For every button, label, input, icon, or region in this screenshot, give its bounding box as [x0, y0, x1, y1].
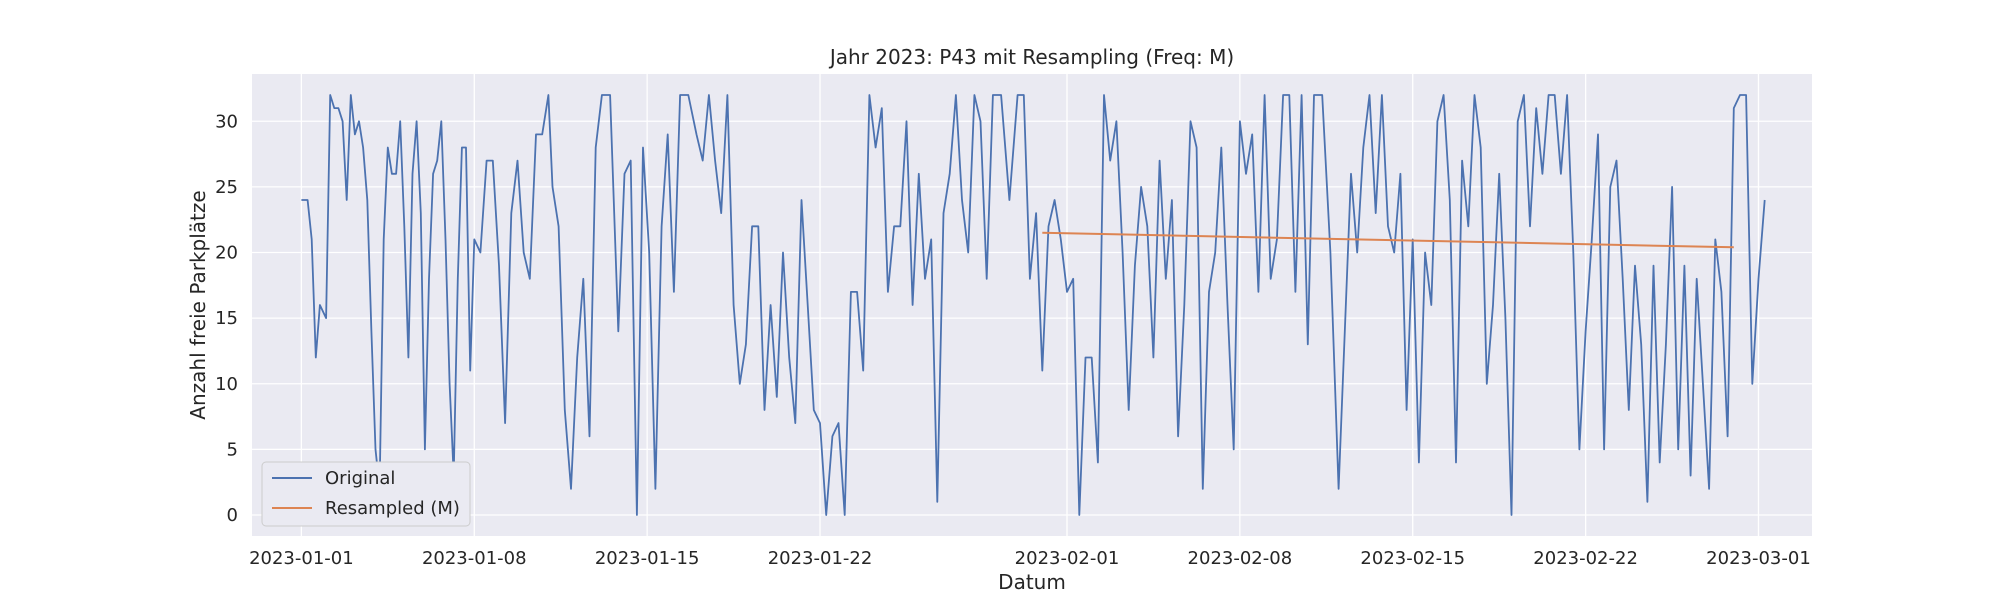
- y-tick-label: 5: [227, 439, 238, 460]
- legend-box: [261, 461, 471, 527]
- x-tick-label: 2023-01-22: [768, 548, 873, 569]
- x-tick-label: 2023-01-01: [249, 548, 354, 569]
- x-tick-label: 2023-01-15: [595, 548, 700, 569]
- series-layer: [301, 94, 1766, 516]
- x-tick-label: 2023-03-01: [1706, 548, 1811, 569]
- y-tick-label: 25: [215, 177, 238, 198]
- x-axis-ticks: 2023-01-01 2023-01-08 2023-01-15 2023-01-22…: [249, 548, 1811, 569]
- series-line-resampled: [1042, 231, 1734, 249]
- legend-label-resampled: Resampled (M): [325, 498, 460, 519]
- x-tick-label: 2023-02-01: [1015, 548, 1120, 569]
- y-tick-label: 10: [215, 374, 238, 395]
- x-tick-label: 2023-01-08: [422, 548, 527, 569]
- x-tick-label: 2023-02-08: [1188, 548, 1293, 569]
- legend-label-original: Original: [325, 468, 395, 489]
- y-axis-label: Anzahl freie Parkplätze: [186, 190, 210, 419]
- y-axis-ticks: 0 5 10 15 20 25 30: [215, 111, 238, 526]
- x-tick-label: 2023-02-15: [1360, 548, 1465, 569]
- plot-area: [252, 74, 1812, 536]
- x-axis-label: Datum: [998, 570, 1066, 594]
- y-tick-label: 30: [215, 111, 238, 132]
- series-line-original: [301, 94, 1766, 516]
- y-tick-label: 20: [215, 243, 238, 264]
- y-tick-label: 0: [227, 505, 238, 526]
- y-tick-label: 15: [215, 308, 238, 329]
- chart-title: Jahr 2023: P43 mit Resampling (Freq: M): [828, 45, 1234, 69]
- legend: Original Resampled (M): [261, 461, 471, 527]
- x-tick-label: 2023-02-22: [1533, 548, 1638, 569]
